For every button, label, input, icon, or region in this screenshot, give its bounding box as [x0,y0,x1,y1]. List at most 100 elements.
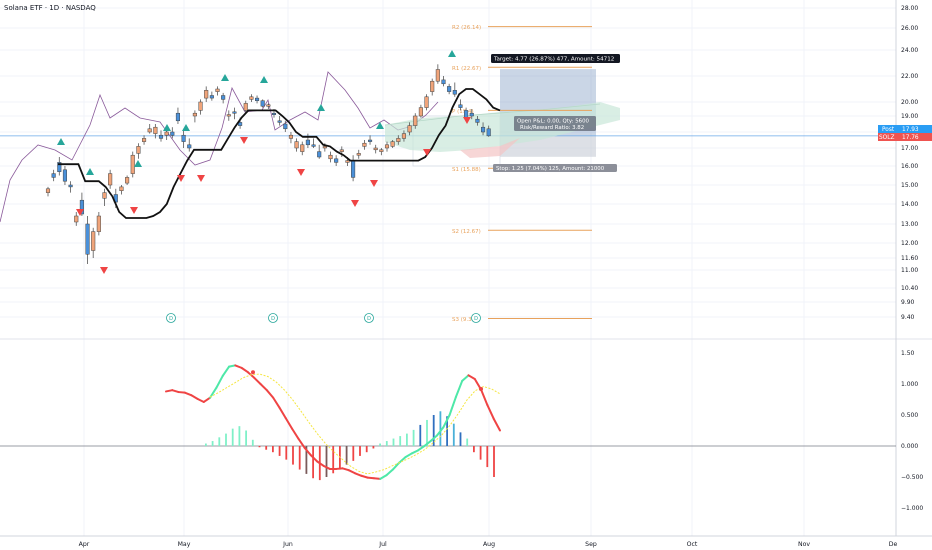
dividend-badge-circle [166,313,176,323]
candle-body [130,154,135,174]
candle-body [317,151,322,158]
candle-body [277,120,282,123]
price-tick-label: 12.00 [901,240,918,247]
price-tick-label: 19.00 [901,113,918,120]
candle-body [339,149,344,152]
target-label: Target: 4.77 (26.87%) 477, Amount: 54712 [493,57,614,63]
macd-line-segment [417,445,426,452]
macd-line-segment [177,391,186,394]
candle-body [283,123,288,130]
macd-line-segment [259,383,268,392]
candle-body [170,131,175,136]
histogram-bar [285,446,288,460]
rr-label: Risk/Reward Ratio: 3.82 [520,125,584,131]
macd-axis[interactable]: 1.50 1.000 0.500 0.000 −0.500 −1.000 [901,350,923,512]
dividend-badge-circle [471,313,481,323]
candle-body [452,90,457,95]
price-tick-label: 13.00 [901,221,918,228]
macd-line-segment [190,394,199,400]
candle-body [288,134,293,139]
macd-line-segment [291,427,300,440]
candle-body [435,69,440,82]
macd-line-segment [335,467,344,470]
sell-marker [100,267,108,274]
histogram-bar [258,446,261,448]
candle-body [45,188,51,193]
signal-markers [57,50,471,274]
histogram-bar [325,446,328,477]
macd-line-segment [366,476,375,480]
macd-line-segment [215,374,224,389]
candle-body [62,169,68,182]
stop-label-bg [493,164,617,172]
histogram-bar [385,441,388,446]
macd-line-segment [347,469,357,475]
candle-body [294,141,299,149]
price-tick-label: 24.00 [901,47,918,54]
candle-body [142,138,147,142]
target-label-bg [491,54,620,63]
time-tick-label: Jun [282,541,293,548]
time-tick-label: Jul [378,541,387,548]
price-tick-label: 17.00 [901,145,918,152]
candle-body [373,147,378,151]
candle-body [255,97,260,101]
symbol-tag-bg [878,133,932,141]
macd-line-segment [354,472,363,477]
histogram-bar [231,428,234,446]
price-tick-label: 16.00 [901,163,918,170]
candle-body [334,158,339,163]
histogram-bar [432,415,435,446]
dividend-badge-circle [364,313,374,323]
macd-line-segment [309,454,319,463]
sell-marker [370,180,378,187]
symbol-tag-value: 17.76 [902,135,919,141]
time-axis[interactable]: Apr May Jun Jul Aug Sep Oct Nov De [79,541,898,548]
candle-body [187,144,192,149]
candle-body [51,173,56,178]
time-tick-label: May [178,541,191,548]
sell-marker [197,175,205,182]
price-tick-label: 9.90 [901,299,915,306]
histogram-bar [372,446,375,449]
time-tick-label: Nov [798,541,810,548]
time-tick-label: Oct [687,541,698,548]
pnl-label: Open P&L: 0.00, Qty: 5600 [517,119,590,125]
histogram-bar [452,423,455,446]
cloud-span-a [384,103,601,126]
sell-marker [76,209,84,216]
histogram-bar [225,433,227,446]
histogram-bar [439,411,442,446]
candle-body [486,128,491,137]
histogram-bar [278,446,281,456]
candle-body [204,90,209,99]
candle-body [119,186,124,191]
price-tick-label: 26.00 [901,25,918,32]
price-tick-label: 20.00 [901,99,918,106]
macd-tick-label: 1.000 [901,381,918,388]
candle-body [328,154,333,160]
cross-dot [479,386,483,391]
buy-marker [86,168,94,175]
histogram-bar [272,446,274,453]
candle-body [79,199,84,215]
histogram-bar [473,446,475,453]
candle-body [221,95,226,100]
candle-body [147,128,152,133]
pivot-label: S2 (12.67) [452,229,481,235]
sell-marker [297,169,305,176]
candle-body [243,103,248,111]
macd-line-segment [202,396,212,403]
macd-line-segment [398,456,407,464]
sell-marker [240,137,248,144]
histogram-bar [211,441,214,446]
pivot-label: R1 (22.67) [452,66,481,72]
price-axis[interactable]: 28.0026.0024.0022.0020.0019.0018.0017.00… [901,5,918,321]
dividend-badge-label: D [271,316,275,322]
candle-body [384,144,390,149]
baseline-indicator [58,88,501,219]
macd-line-segment [467,374,476,381]
